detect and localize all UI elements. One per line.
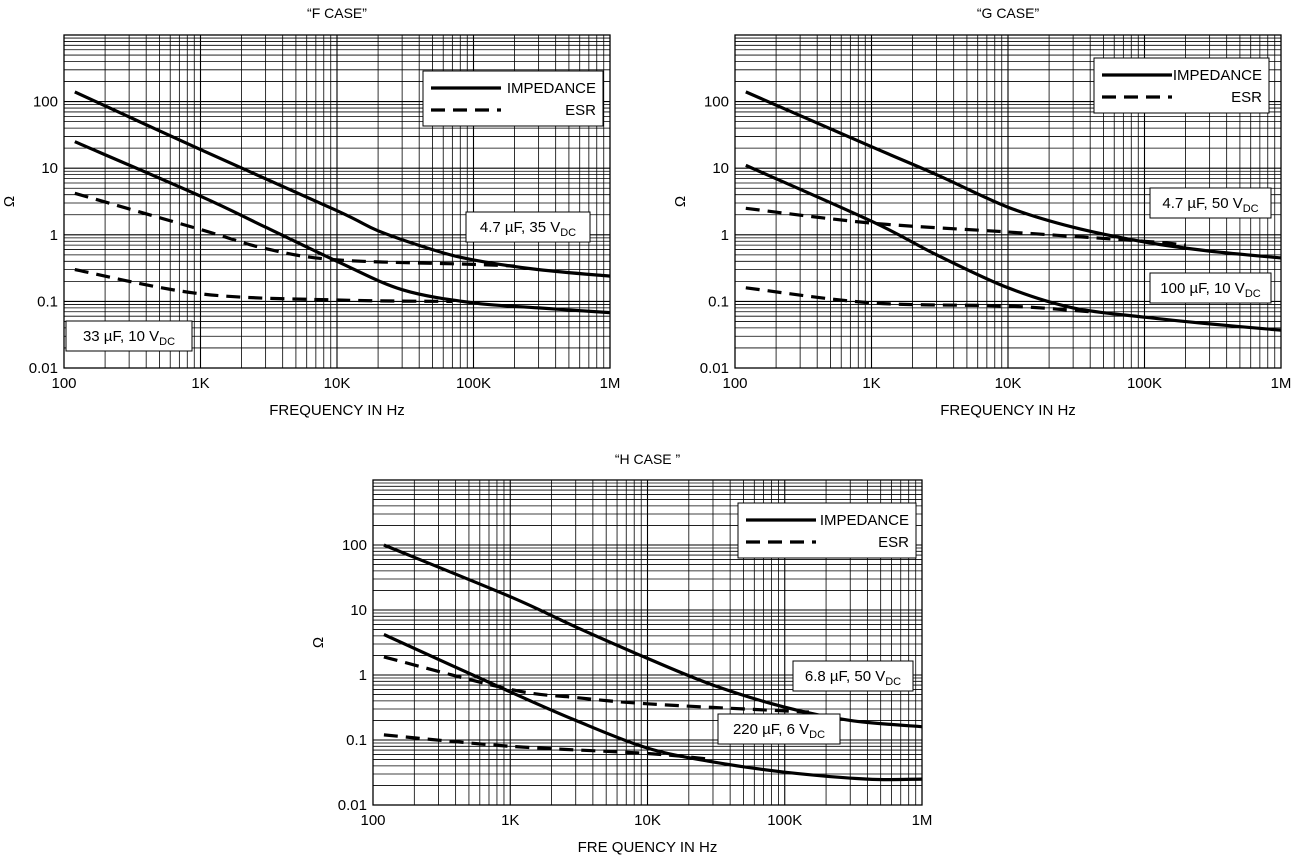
capacitor-label-box xyxy=(717,713,841,745)
capacitor-label-text: 4.7 µF, 50 VDC xyxy=(1162,195,1258,215)
x-tick-label: 1M xyxy=(600,375,621,392)
legend-label-impedance: IMPEDANCE xyxy=(820,512,909,529)
subscript: DC xyxy=(1245,288,1261,300)
chart-panel-1: “F CASE” 100 1K 10K 100K 1M 0.01 0.1 1 10 100 FREQU… xyxy=(1,5,620,419)
x-tick-label: 100K xyxy=(767,812,802,829)
legend: IMPEDANCE ESR xyxy=(422,70,604,127)
subscript: DC xyxy=(885,676,901,688)
x-axis-label: FRE QUENCY IN Hz xyxy=(578,839,718,856)
y-tick-label: 1 xyxy=(50,227,58,244)
capacitor-label-box xyxy=(465,211,591,243)
chart-panel-2: “G CASE” 100 1K 10K 100K 1M 0.01 0.1 1 10 100 FREQU… xyxy=(672,5,1291,419)
capacitor-label-box xyxy=(792,660,914,692)
impedance-curve-4-7-f-50-v xyxy=(745,90,1282,260)
y-tick-label: 0.01 xyxy=(338,797,367,814)
esr-curve-100-f-10-v xyxy=(745,286,1091,314)
esr-curve-4-7-f-35-v xyxy=(74,191,515,268)
y-tick-label: 10 xyxy=(350,602,367,619)
legend-label-impedance: IMPEDANCE xyxy=(507,80,596,97)
y-tick-label: 0.1 xyxy=(346,732,367,749)
x-axis-label: FREQUENCY IN Hz xyxy=(940,402,1076,419)
capacitor-label-text: 33 µF, 10 VDC xyxy=(83,328,175,348)
x-tick-label: 1M xyxy=(912,812,933,829)
y-tick-label: 100 xyxy=(342,537,367,554)
subscript: DC xyxy=(1243,203,1259,215)
y-tick-label: 10 xyxy=(712,160,729,177)
impedance-curve-100-f-10-v xyxy=(745,163,1282,332)
capacitor-label: 4.7 µF, 50 VDC xyxy=(1149,187,1272,219)
legend-box xyxy=(737,502,917,559)
y-tick-label: 10 xyxy=(41,160,58,177)
plot-frame xyxy=(372,479,923,806)
capacitor-label: 6.8 µF, 50 VDC xyxy=(792,660,914,692)
y-tick-label: 0.01 xyxy=(700,360,729,377)
y-axis-label: Ω xyxy=(310,637,327,648)
legend-box xyxy=(1093,57,1270,114)
x-tick-label: 1K xyxy=(862,375,880,392)
x-tick-label: 100 xyxy=(360,812,385,829)
x-tick-label: 1K xyxy=(191,375,209,392)
chart-title: “G CASE” xyxy=(977,5,1040,21)
legend-label-esr: ESR xyxy=(1231,89,1262,106)
capacitor-label-text: 220 µF, 6 VDC xyxy=(733,721,825,741)
esr-curve-220-f-6-v xyxy=(383,733,714,762)
chart-title: “F CASE” xyxy=(307,5,367,21)
legend-box xyxy=(422,70,604,127)
legend: IMPEDANCE ESR xyxy=(737,502,917,559)
y-tick-label: 100 xyxy=(33,94,58,111)
grid xyxy=(64,35,610,368)
x-tick-label: 100 xyxy=(722,375,747,392)
x-tick-label: 1K xyxy=(501,812,519,829)
x-tick-label: 10K xyxy=(634,812,661,829)
legend-label-impedance: IMPEDANCE xyxy=(1173,67,1262,84)
capacitor-label: 33 µF, 10 VDC xyxy=(65,320,193,352)
esr-curve-4-7-f-50-v xyxy=(745,206,1186,247)
legend-label-esr: ESR xyxy=(565,102,596,119)
x-tick-label: 10K xyxy=(995,375,1022,392)
plot-frame xyxy=(63,34,611,369)
series-group xyxy=(745,90,1282,332)
y-axis-label: Ω xyxy=(1,196,18,207)
subscript: DC xyxy=(809,729,825,741)
capacitor-label-text: 100 µF, 10 VDC xyxy=(1160,280,1260,300)
capacitor-label-box xyxy=(1149,187,1272,219)
esr-curve-6-8-f-50-v xyxy=(383,655,809,714)
capacitor-label-text: 6.8 µF, 50 VDC xyxy=(805,668,901,688)
impedance-curve-33-f-10-v xyxy=(74,140,611,315)
x-tick-label: 100 xyxy=(51,375,76,392)
impedance-curve-4-7-f-35-v xyxy=(74,90,611,278)
y-tick-label: 1 xyxy=(721,227,729,244)
y-tick-label: 0.1 xyxy=(37,293,58,310)
x-tick-label: 10K xyxy=(324,375,351,392)
y-tick-label: 1 xyxy=(359,667,367,684)
x-axis-label: FREQUENCY IN Hz xyxy=(269,402,405,419)
subscript: DC xyxy=(560,227,576,239)
x-tick-label: 100K xyxy=(1127,375,1162,392)
y-tick-label: 100 xyxy=(704,94,729,111)
x-tick-label: 1M xyxy=(1271,375,1292,392)
y-tick-label: 0.1 xyxy=(708,293,729,310)
esr-curve-33-f-10-v xyxy=(74,268,453,303)
impedance-curve-220-f-6-v xyxy=(383,633,923,782)
plot-frame xyxy=(734,34,1282,369)
legend-label-esr: ESR xyxy=(878,534,909,551)
chart-panel-3: “H CASE ” 100 1K 10K 100K 1M 0.01 0.1 1 10 100 FRE … xyxy=(310,451,932,856)
series-group xyxy=(74,90,611,315)
capacitor-label: 220 µF, 6 VDC xyxy=(717,713,841,745)
subscript: DC xyxy=(159,336,175,348)
capacitor-label: 100 µF, 10 VDC xyxy=(1149,272,1272,304)
legend: IMPEDANCE ESR xyxy=(1093,57,1270,114)
y-axis-label: Ω xyxy=(672,196,689,207)
y-tick-label: 0.01 xyxy=(29,360,58,377)
capacitor-label-box xyxy=(1149,272,1272,304)
x-tick-label: 100K xyxy=(456,375,491,392)
capacitor-label-text: 4.7 µF, 35 VDC xyxy=(480,219,576,239)
capacitor-label-box xyxy=(65,320,193,352)
chart-title: “H CASE ” xyxy=(615,451,681,467)
capacitor-label: 4.7 µF, 35 VDC xyxy=(465,211,591,243)
